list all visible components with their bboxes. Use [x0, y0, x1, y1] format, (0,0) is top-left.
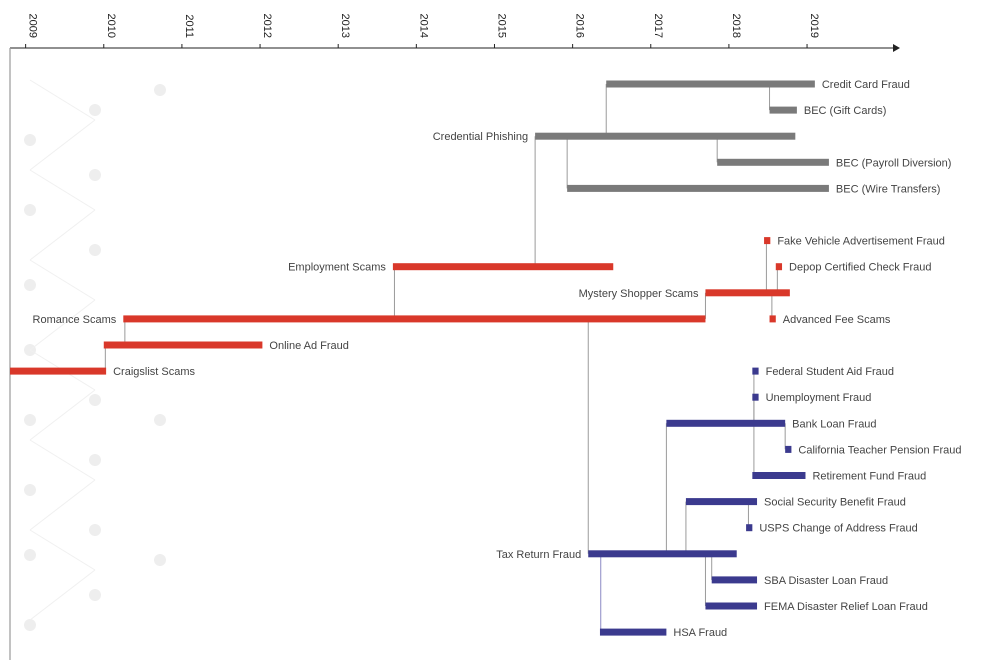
label-craigslist: Craigslist Scams [113, 366, 195, 378]
bg-dot [89, 104, 101, 116]
label-bec-wire: BEC (Wire Transfers) [836, 183, 941, 195]
bg-dot [154, 414, 166, 426]
year-tick-label: 2015 [495, 14, 507, 38]
label-bec-payroll: BEC (Payroll Diversion) [836, 157, 952, 169]
label-bec-gift: BEC (Gift Cards) [804, 105, 887, 117]
bg-dot [89, 589, 101, 601]
timeline-bars [10, 80, 829, 636]
bar-mystery [705, 289, 790, 297]
timeline-axis [9, 44, 900, 660]
bg-dot [24, 204, 36, 216]
label-fema: FEMA Disaster Relief Loan Fraud [764, 601, 928, 613]
bg-line [29, 389, 96, 441]
bar-usps [746, 524, 753, 532]
bg-line [29, 529, 96, 571]
label-fake-vehicle: Fake Vehicle Advertisement Fraud [777, 236, 945, 248]
bar-retirement [752, 472, 806, 479]
bar-sba [711, 576, 758, 584]
bar-credit-card [606, 80, 815, 88]
bar-hsa [599, 628, 667, 636]
bar-fake-vehicle [764, 237, 771, 245]
bar-federal-aid [752, 367, 759, 375]
bar-bec-gift [769, 106, 797, 114]
bg-dot [89, 454, 101, 466]
bg-dot [89, 244, 101, 256]
bg-dot [24, 414, 36, 426]
bar-labels: Craigslist Scams Online Ad Fraud Romance S… [33, 79, 962, 639]
bar-bec-payroll [717, 158, 829, 166]
label-cred-phish: Credential Phishing [433, 131, 528, 143]
label-credit-card: Credit Card Fraud [822, 79, 910, 91]
bar-romance [123, 315, 706, 323]
label-usps: USPS Change of Address Fraud [759, 523, 917, 535]
bg-line [29, 119, 96, 171]
bg-dot [89, 169, 101, 181]
bar-cred-phish [535, 132, 796, 140]
label-social-sec: Social Security Benefit Fraud [764, 497, 906, 509]
label-advanced-fee: Advanced Fee Scams [783, 314, 891, 326]
bar-bank-loan [666, 419, 786, 427]
bg-line [29, 299, 96, 351]
branch-connectors [104, 84, 786, 633]
bg-line [29, 169, 96, 211]
bg-dot [24, 279, 36, 291]
label-online-ad: Online Ad Fraud [269, 340, 349, 352]
label-unemployment: Unemployment Fraud [766, 392, 872, 404]
bar-ca-teacher [785, 445, 792, 453]
bg-dot [24, 619, 36, 631]
label-hsa: HSA Fraud [673, 627, 727, 639]
bar-bec-wire [567, 184, 829, 192]
label-bank-loan: Bank Loan Fraud [792, 418, 876, 430]
label-tax-return: Tax Return Fraud [496, 549, 581, 561]
label-federal-aid: Federal Student Aid Fraud [766, 366, 894, 378]
bg-line [29, 259, 96, 301]
axis-arrow-icon [893, 44, 900, 52]
bg-dot [24, 484, 36, 496]
bg-line [29, 569, 96, 621]
year-tick-label: 2012 [261, 14, 273, 38]
year-ticks: 2009 2010 2011 2012 2013 2014 2015 2016 2017 2018… [25, 14, 820, 48]
label-sba: SBA Disaster Loan Fraud [764, 575, 888, 587]
year-tick-label: 2014 [417, 14, 429, 38]
bg-dot [24, 134, 36, 146]
background-pattern [24, 79, 166, 631]
bar-fema [705, 602, 758, 610]
label-mystery: Mystery Shopper Scams [579, 288, 699, 300]
label-ca-teacher: California Teacher Pension Fraud [798, 444, 961, 456]
bg-dot [154, 554, 166, 566]
bar-unemployment [752, 393, 759, 401]
bar-online-ad [103, 341, 263, 349]
label-depop: Depop Certified Check Fraud [789, 262, 931, 274]
year-tick-label: 2013 [339, 14, 351, 38]
bar-employment [392, 263, 614, 271]
year-tick-label: 2009 [27, 14, 39, 38]
bar-advanced-fee [769, 315, 776, 323]
year-tick-label: 2018 [730, 14, 742, 38]
label-romance: Romance Scams [33, 314, 117, 326]
year-tick-label: 2019 [808, 14, 820, 38]
year-tick-label: 2017 [652, 14, 664, 38]
bg-dot [89, 394, 101, 406]
label-retirement: Retirement Fund Fraud [812, 471, 926, 483]
bar-tax-return [588, 550, 737, 558]
bg-dot [24, 549, 36, 561]
bar-craigslist [10, 367, 107, 375]
year-tick-label: 2016 [574, 14, 586, 38]
label-employment: Employment Scams [288, 262, 386, 274]
bg-dot [89, 524, 101, 536]
bg-line [29, 479, 96, 531]
year-tick-label: 2011 [183, 14, 195, 38]
bg-dot [154, 84, 166, 96]
bg-line [29, 79, 96, 121]
bar-social-sec [685, 498, 758, 506]
bg-line [29, 439, 96, 481]
year-tick-label: 2010 [105, 14, 117, 38]
bg-line [29, 209, 96, 261]
bar-depop [775, 263, 783, 271]
